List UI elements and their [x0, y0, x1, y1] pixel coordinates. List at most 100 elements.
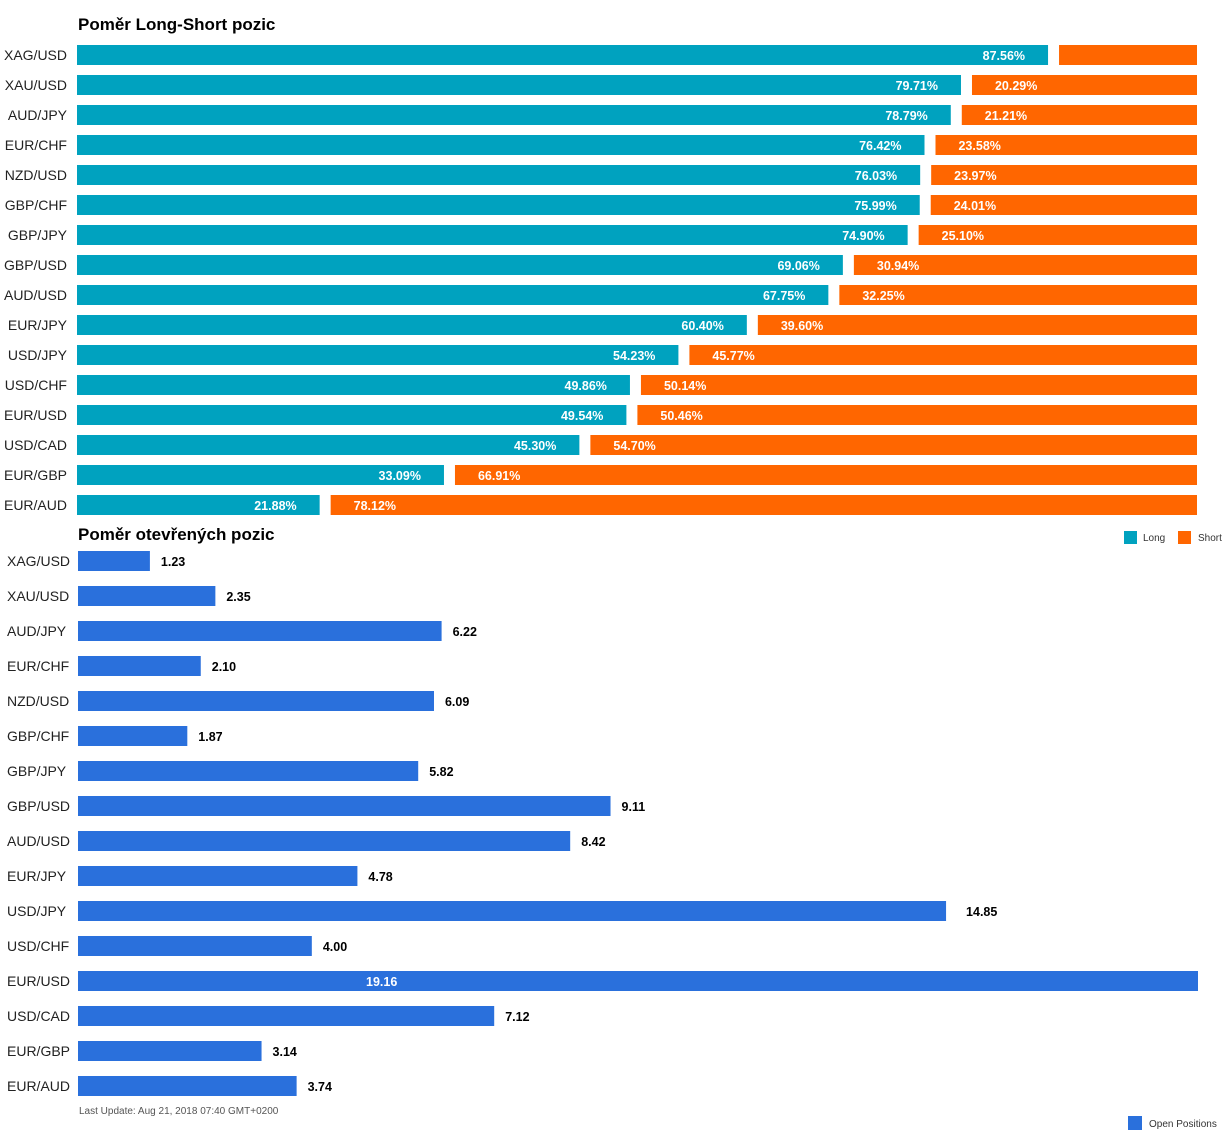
- long-value-label-gbp-chf: 75.99%: [854, 199, 896, 213]
- long-bar-eur-usd: [77, 405, 627, 425]
- long-bar-gbp-usd: [77, 255, 843, 275]
- legend-long-swatch: [1124, 531, 1137, 544]
- long-value-label-aud-usd: 67.75%: [763, 289, 805, 303]
- open-positions-chart: XAG/USD 1.23 XAU/USD 2.35 AUD/JPY 6.22 EUR/CHF…: [7, 551, 1198, 1096]
- open-positions-bar-aud-jpy: [78, 621, 442, 641]
- long-value-label-usd-jpy: 54.23%: [613, 349, 655, 363]
- open-category-label-xag-usd: XAG/USD: [7, 553, 70, 569]
- category-label-xau-usd: XAU/USD: [5, 77, 67, 93]
- open-positions-bar-gbp-chf: [78, 726, 188, 746]
- category-label-eur-aud: EUR/AUD: [4, 497, 67, 513]
- category-label-eur-jpy: EUR/JPY: [8, 317, 68, 333]
- long-bar-xau-usd: [77, 75, 961, 95]
- open-positions-value-label-gbp-chf: 1.87: [198, 730, 222, 744]
- category-label-gbp-usd: GBP/USD: [4, 257, 67, 273]
- open-positions-value-label-usd-cad: 7.12: [505, 1010, 529, 1024]
- open-positions-bar-eur-usd: [78, 971, 1198, 991]
- open-positions-value-label-nzd-usd: 6.09: [445, 695, 469, 709]
- long-bar-usd-chf: [77, 375, 630, 395]
- open-category-label-gbp-chf: GBP/CHF: [7, 728, 69, 744]
- short-value-label-gbp-jpy: 25.10%: [942, 229, 984, 243]
- open-positions-value-label-gbp-jpy: 5.82: [429, 765, 453, 779]
- category-label-gbp-chf: GBP/CHF: [5, 197, 67, 213]
- category-label-aud-jpy: AUD/JPY: [8, 107, 68, 123]
- open-positions-bar-usd-jpy: [78, 901, 947, 921]
- open-positions-value-label-aud-usd: 8.42: [581, 835, 605, 849]
- short-bar-eur-usd: [637, 405, 1197, 425]
- long-bar-usd-jpy: [77, 345, 679, 365]
- open-category-label-eur-chf: EUR/CHF: [7, 658, 69, 674]
- open-category-label-usd-cad: USD/CAD: [7, 1008, 70, 1024]
- long-bar-aud-usd: [77, 285, 829, 305]
- open-positions-value-label-eur-gbp: 3.14: [273, 1045, 297, 1059]
- open-positions-value-label-aud-jpy: 6.22: [453, 625, 477, 639]
- long-value-label-eur-chf: 76.42%: [859, 139, 901, 153]
- short-value-label-nzd-usd: 23.97%: [954, 169, 996, 183]
- short-bar-aud-jpy: [961, 105, 1197, 125]
- open-positions-bar-usd-chf: [78, 936, 312, 956]
- open-positions-bar-usd-cad: [78, 1006, 495, 1026]
- category-label-usd-chf: USD/CHF: [5, 377, 67, 393]
- short-bar-nzd-usd: [931, 165, 1197, 185]
- long-bar-aud-jpy: [77, 105, 951, 125]
- long-value-label-xau-usd: 79.71%: [896, 79, 938, 93]
- short-bar-usd-jpy: [689, 345, 1197, 365]
- category-label-eur-chf: EUR/CHF: [5, 137, 67, 153]
- legend-short-label: Short: [1198, 533, 1222, 544]
- long-bar-eur-jpy: [77, 315, 747, 335]
- short-value-label-gbp-usd: 30.94%: [877, 259, 919, 273]
- open-positions-bar-eur-chf: [78, 656, 201, 676]
- open-category-label-aud-jpy: AUD/JPY: [7, 623, 67, 639]
- long-value-label-usd-chf: 49.86%: [565, 379, 607, 393]
- open-category-label-gbp-jpy: GBP/JPY: [7, 763, 67, 779]
- short-value-label-aud-jpy: 21.21%: [985, 109, 1027, 123]
- open-category-label-usd-jpy: USD/JPY: [7, 903, 67, 919]
- legend-open-swatch: [1128, 1116, 1142, 1130]
- open-positions-bar-eur-aud: [78, 1076, 297, 1096]
- long-value-label-aud-jpy: 78.79%: [885, 109, 927, 123]
- open-category-label-nzd-usd: NZD/USD: [7, 693, 69, 709]
- category-label-eur-gbp: EUR/GBP: [4, 467, 67, 483]
- short-value-label-eur-usd: 50.46%: [660, 409, 702, 423]
- long-short-chart-title: Poměr Long-Short pozic: [78, 15, 275, 34]
- open-category-label-eur-gbp: EUR/GBP: [7, 1043, 70, 1059]
- category-label-usd-cad: USD/CAD: [4, 437, 67, 453]
- open-positions-legend: Open Positions: [1128, 1116, 1217, 1130]
- long-short-chart: XAG/USD 87.56% XAU/USD 79.71% 20.29% AUD/JPY 7…: [4, 45, 1198, 515]
- short-bar-gbp-jpy: [918, 225, 1197, 245]
- open-positions-value-label-xau-usd: 2.35: [226, 590, 250, 604]
- open-positions-value-label-usd-jpy: 14.85: [966, 905, 997, 919]
- long-value-label-nzd-usd: 76.03%: [855, 169, 897, 183]
- long-bar-gbp-chf: [77, 195, 920, 215]
- category-label-eur-usd: EUR/USD: [4, 407, 67, 423]
- open-positions-chart-title: Poměr otevřených pozic: [78, 525, 275, 544]
- open-category-label-xau-usd: XAU/USD: [7, 588, 69, 604]
- long-bar-eur-chf: [77, 135, 925, 155]
- short-bar-eur-chf: [935, 135, 1197, 155]
- short-value-label-usd-jpy: 45.77%: [712, 349, 754, 363]
- open-positions-value-label-eur-chf: 2.10: [212, 660, 236, 674]
- short-bar-usd-chf: [640, 375, 1197, 395]
- long-value-label-eur-aud: 21.88%: [254, 499, 296, 513]
- category-label-xag-usd: XAG/USD: [4, 47, 67, 63]
- open-category-label-aud-usd: AUD/USD: [7, 833, 70, 849]
- long-bar-usd-cad: [77, 435, 580, 455]
- open-positions-bar-aud-usd: [78, 831, 571, 851]
- category-label-aud-usd: AUD/USD: [4, 287, 67, 303]
- long-value-label-xag-usd: 87.56%: [983, 49, 1025, 63]
- open-category-label-usd-chf: USD/CHF: [7, 938, 69, 954]
- open-positions-bar-xag-usd: [78, 551, 150, 571]
- short-value-label-usd-cad: 54.70%: [613, 439, 655, 453]
- legend-long-label: Long: [1143, 533, 1165, 544]
- short-value-label-eur-chf: 23.58%: [958, 139, 1000, 153]
- long-value-label-gbp-jpy: 74.90%: [842, 229, 884, 243]
- short-value-label-usd-chf: 50.14%: [664, 379, 706, 393]
- legend-open-label: Open Positions: [1149, 1119, 1217, 1130]
- long-bar-xag-usd: [77, 45, 1049, 65]
- open-positions-bar-eur-jpy: [78, 866, 358, 886]
- open-positions-value-label-eur-aud: 3.74: [308, 1080, 332, 1094]
- short-bar-usd-cad: [590, 435, 1197, 455]
- short-value-label-eur-jpy: 39.60%: [781, 319, 823, 333]
- open-category-label-eur-jpy: EUR/JPY: [7, 868, 67, 884]
- open-positions-bar-nzd-usd: [78, 691, 434, 711]
